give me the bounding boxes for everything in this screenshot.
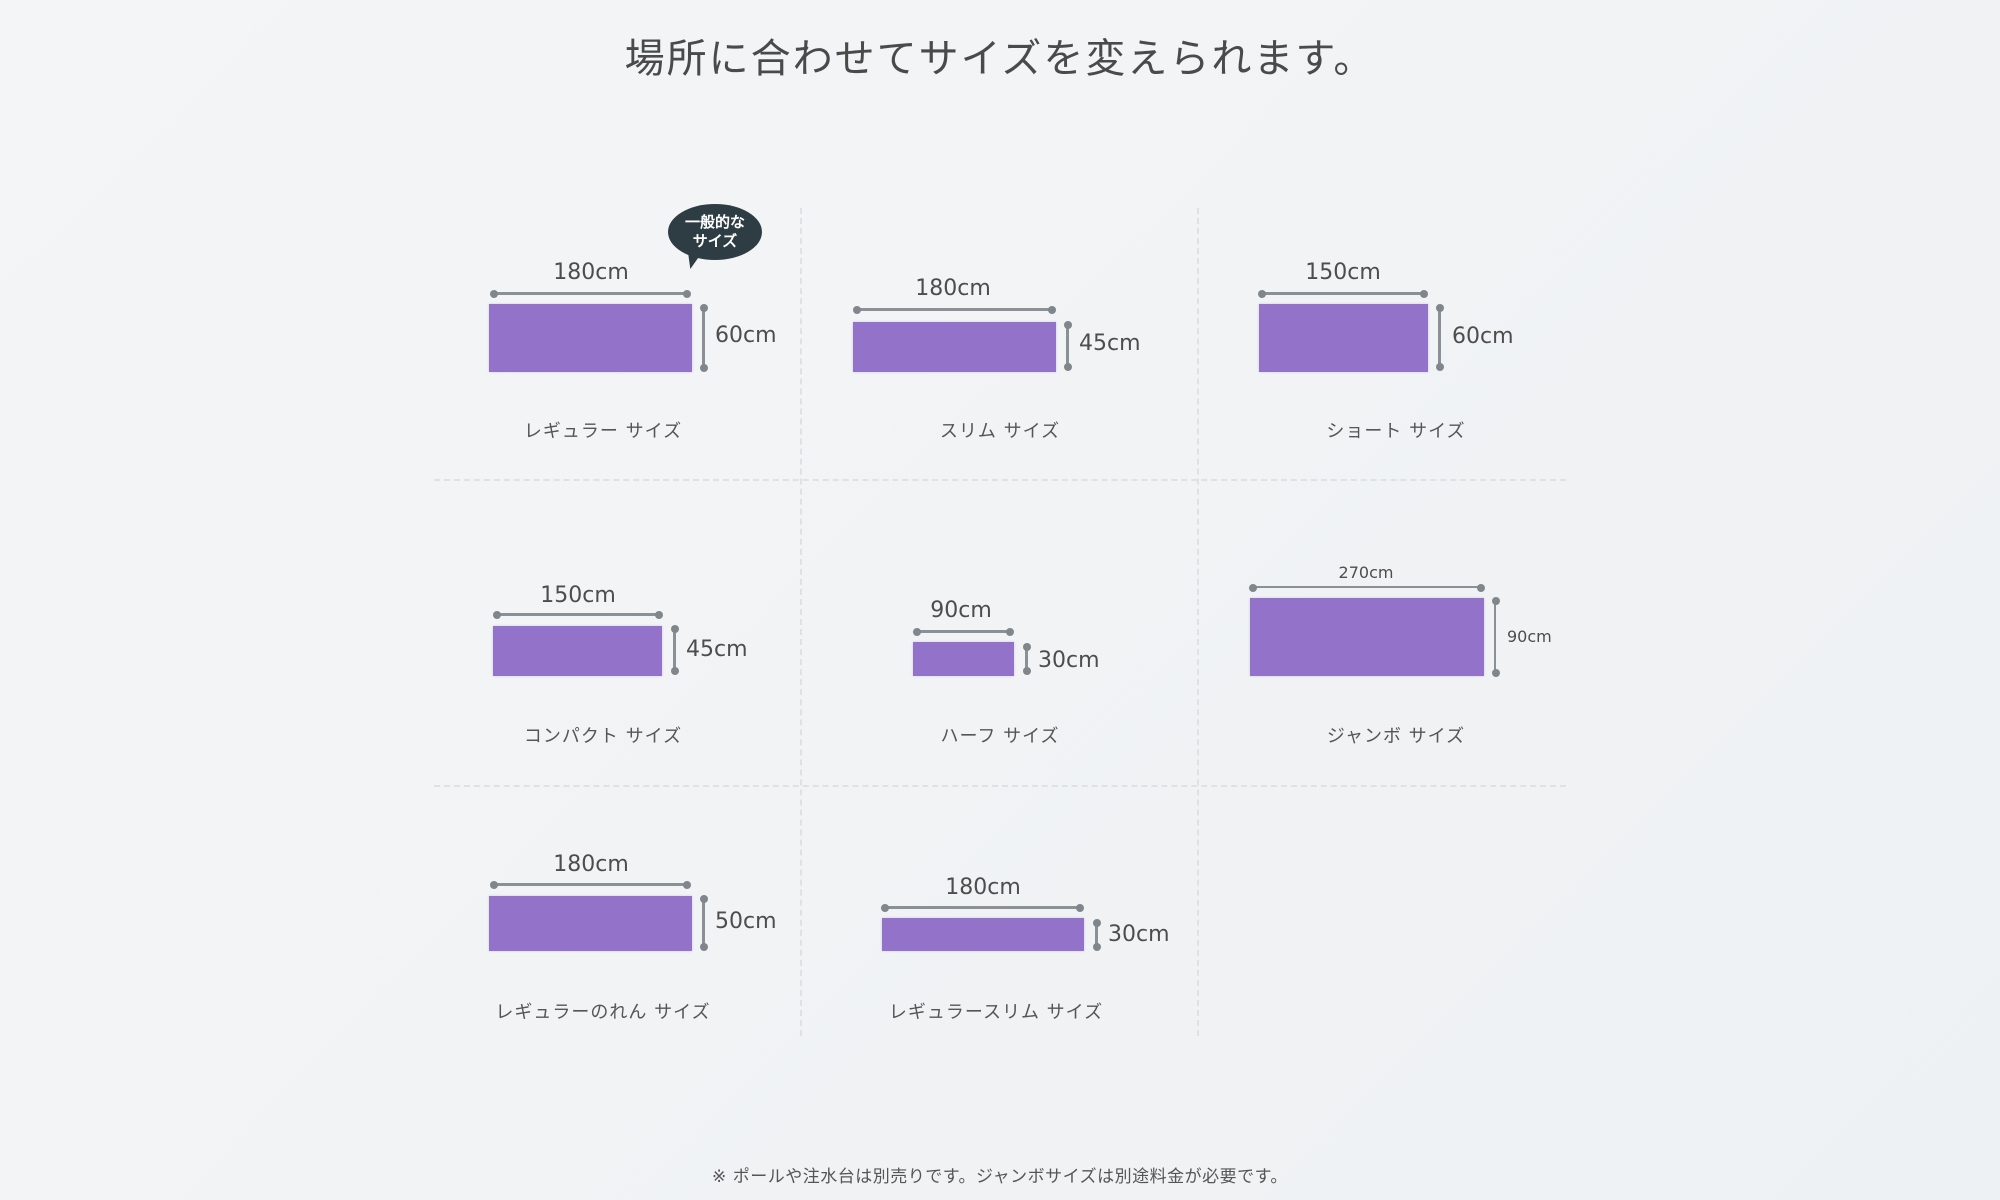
badge-line-1: 一般的な	[684, 213, 745, 231]
fabric-rectangle	[882, 918, 1084, 951]
fabric-rectangle	[1250, 598, 1484, 676]
fabric-rectangle	[1259, 304, 1428, 372]
height-dimension-line	[1022, 643, 1031, 675]
grid-divider-horizontal-1	[434, 479, 1566, 481]
width-label: 180cm	[553, 260, 629, 285]
fabric-rectangle	[489, 304, 692, 372]
width-label: 180cm	[553, 852, 629, 877]
common-size-badge: 一般的な サイズ	[668, 204, 762, 260]
size-name: ショート サイズ	[1326, 421, 1466, 442]
height-label: 45cm	[686, 637, 748, 662]
width-dimension-line	[1249, 583, 1485, 592]
size-name: レギュラー サイズ	[523, 421, 683, 442]
width-label: 90cm	[930, 598, 992, 623]
height-label: 50cm	[715, 909, 777, 934]
size-name: レギュラースリム サイズ	[888, 1002, 1104, 1023]
height-label: 45cm	[1079, 331, 1141, 356]
width-dimension-line	[913, 627, 1014, 636]
height-label: 30cm	[1038, 648, 1100, 673]
width-label: 270cm	[1338, 563, 1394, 582]
height-label: 60cm	[1452, 324, 1514, 349]
width-dimension-line	[881, 903, 1084, 912]
size-name: スリム サイズ	[939, 421, 1061, 442]
size-name: ハーフ サイズ	[940, 726, 1060, 747]
fabric-rectangle	[913, 642, 1014, 676]
height-dimension-line	[1491, 597, 1500, 677]
height-dimension-line	[699, 304, 708, 372]
height-label: 90cm	[1507, 627, 1552, 646]
width-dimension-line	[490, 289, 691, 298]
fabric-rectangle	[493, 626, 662, 676]
height-dimension-line	[670, 625, 679, 675]
height-dimension-line	[1435, 304, 1444, 371]
size-name: ジャンボ サイズ	[1326, 726, 1466, 747]
width-dimension-line	[1258, 289, 1428, 298]
width-label: 180cm	[945, 875, 1021, 900]
height-label: 60cm	[715, 323, 777, 348]
grid-divider-vertical-2	[1197, 208, 1199, 1036]
badge-tail	[684, 250, 704, 269]
width-dimension-line	[490, 880, 691, 889]
page-title: 場所に合わせてサイズを変えられます。	[624, 36, 1376, 82]
height-label: 30cm	[1108, 922, 1170, 947]
height-dimension-line	[1092, 919, 1101, 951]
height-dimension-line	[1063, 321, 1072, 371]
fabric-rectangle	[853, 322, 1056, 372]
size-name: レギュラーのれん サイズ	[495, 1002, 711, 1023]
width-dimension-line	[493, 610, 663, 619]
height-dimension-line	[699, 895, 708, 951]
width-label: 180cm	[915, 276, 991, 301]
fabric-rectangle	[489, 896, 692, 951]
grid-divider-horizontal-2	[434, 785, 1566, 787]
footnote: ※ ポールや注水台は別売りです。ジャンボサイズは別途料金が必要です。	[712, 1167, 1288, 1187]
grid-divider-vertical-1	[800, 208, 802, 1036]
size-name: コンパクト サイズ	[523, 726, 683, 747]
badge-line-2: サイズ	[692, 232, 738, 250]
width-label: 150cm	[1305, 260, 1381, 285]
width-label: 150cm	[540, 583, 616, 608]
width-dimension-line	[853, 305, 1056, 314]
